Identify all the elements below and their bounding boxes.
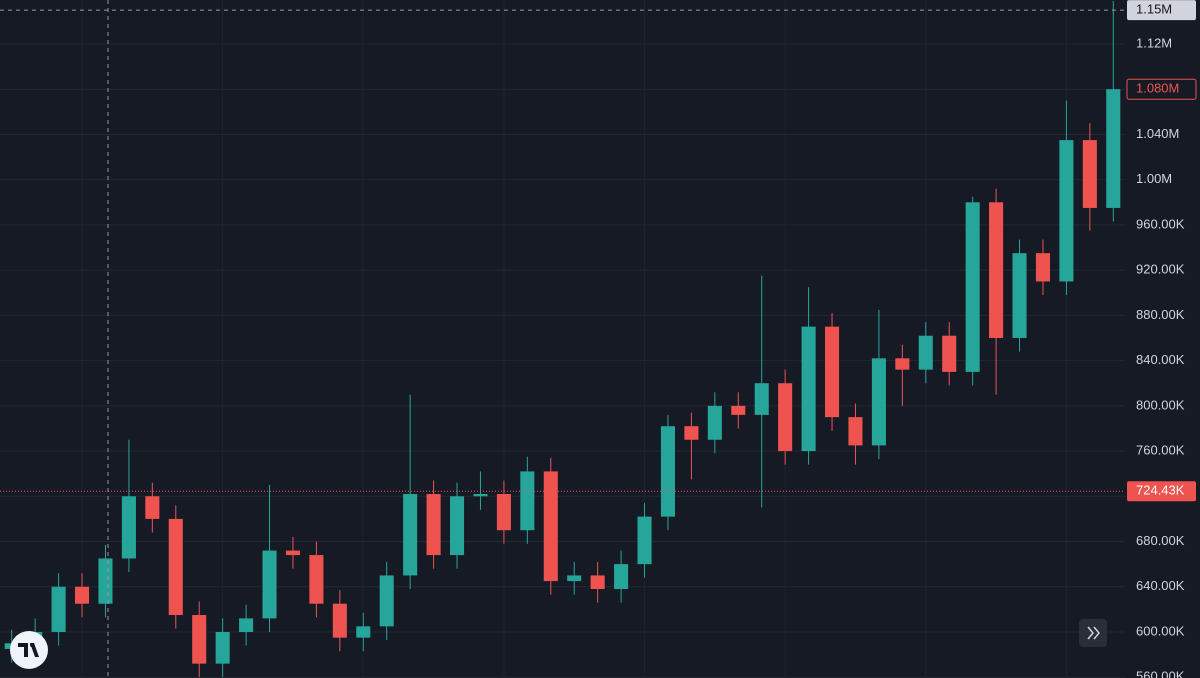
- candle-body: [989, 202, 1004, 338]
- tradingview-logo: [10, 631, 48, 669]
- y-tick-label: 960.00K: [1136, 216, 1185, 231]
- y-tick-label: 640.00K: [1136, 578, 1185, 593]
- candle-body: [660, 426, 675, 517]
- price-axis: 560.00K600.00K640.00K680.00K720.00K760.0…: [1125, 0, 1200, 678]
- y-tick-label: 800.00K: [1136, 397, 1185, 412]
- candle-body: [520, 471, 535, 531]
- price-label-box: [1127, 481, 1196, 502]
- candle-body: [1106, 89, 1121, 208]
- y-tick-label: 1.00M: [1136, 171, 1172, 186]
- y-tick-label: 560.00K: [1136, 669, 1185, 678]
- candles: [0, 1, 1125, 678]
- price-label-box: [1127, 0, 1196, 21]
- y-tick-label: 600.00K: [1136, 623, 1185, 638]
- candle-body: [707, 405, 722, 440]
- candle-body: [426, 494, 441, 556]
- candle-body: [754, 383, 769, 415]
- candle-body: [98, 558, 113, 604]
- candle-body: [379, 575, 394, 627]
- candle-body: [450, 496, 465, 556]
- candle-body: [614, 564, 629, 590]
- price-label: 724.43K: [1136, 483, 1185, 498]
- candle-body: [215, 631, 230, 664]
- candle-body: [684, 426, 699, 440]
- candle-body: [942, 335, 957, 372]
- candle-body: [473, 494, 488, 497]
- scroll-to-realtime-button[interactable]: [1079, 619, 1107, 647]
- y-tick-label: 880.00K: [1136, 307, 1185, 322]
- axis-background: [1125, 0, 1200, 678]
- candle-body: [1035, 253, 1050, 282]
- candle-body: [309, 555, 324, 604]
- y-tick-label: 920.00K: [1136, 262, 1185, 277]
- candle-body: [356, 626, 371, 638]
- candle-body: [51, 586, 66, 632]
- candle-body: [778, 383, 793, 452]
- candle-body: [168, 518, 183, 616]
- candle-body: [192, 615, 207, 664]
- candle-body: [239, 618, 254, 632]
- candle-body: [567, 575, 582, 582]
- candle-body: [590, 575, 605, 590]
- candle-body: [637, 516, 652, 565]
- candle-body: [285, 550, 300, 556]
- candle-body: [121, 496, 136, 559]
- candle-body: [75, 586, 90, 604]
- candle-body: [403, 494, 418, 576]
- candle-body: [332, 603, 347, 638]
- y-tick-label: 680.00K: [1136, 533, 1185, 548]
- candle-body: [1082, 140, 1097, 208]
- price-label-box: [1126, 78, 1197, 100]
- candle-body: [871, 358, 886, 446]
- candle-body: [1059, 140, 1074, 282]
- candle-body: [895, 358, 910, 370]
- candle-body: [496, 494, 511, 531]
- y-tick-label: 1.12M: [1136, 35, 1172, 50]
- candle-body: [801, 326, 816, 452]
- candle-body: [145, 496, 160, 519]
- candle-body: [918, 335, 933, 370]
- candle-body: [1012, 253, 1027, 338]
- y-tick-label: 840.00K: [1136, 352, 1185, 367]
- candle-body: [731, 405, 746, 415]
- candle-body: [965, 202, 980, 372]
- price-label: 1.15M: [1136, 2, 1172, 17]
- price-label: 1.080M: [1136, 81, 1179, 96]
- y-tick-label: 1.040M: [1136, 126, 1179, 141]
- candle-body: [262, 550, 277, 619]
- candle-body: [825, 326, 840, 418]
- y-tick-label: 760.00K: [1136, 442, 1185, 457]
- candle-body: [848, 417, 863, 446]
- candle-body: [543, 471, 558, 582]
